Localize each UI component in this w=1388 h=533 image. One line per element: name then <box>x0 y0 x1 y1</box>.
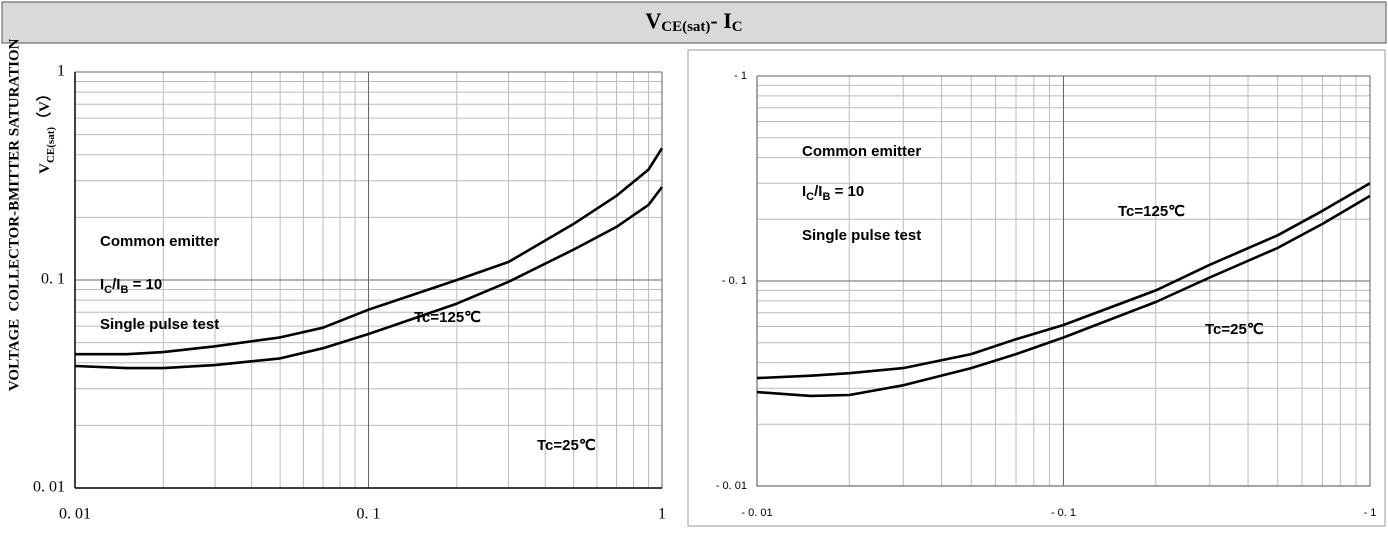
curve <box>756 194 1371 398</box>
annotation: Single pulse test <box>100 316 219 333</box>
annotation: Tc=125℃ <box>1118 203 1185 220</box>
annotation: Tc=25℃ <box>1205 321 1264 338</box>
subscript: C <box>732 19 743 35</box>
y-axis-label: COLLECTOR-BMITTER SATURATION <box>6 38 22 311</box>
subscript: CE(sat) <box>661 19 710 35</box>
text-part: I <box>802 183 806 200</box>
subscript: C <box>806 191 814 203</box>
text-part: /I <box>814 183 822 200</box>
curve <box>74 186 664 370</box>
title: VCE(sat)- IC <box>645 8 742 35</box>
x-tick-label: 1 <box>658 506 666 523</box>
x-tick-label: 0. 1 <box>357 506 381 523</box>
text-part: /I <box>112 276 120 293</box>
annotation: Single pulse test <box>802 227 921 244</box>
x-tick-label: - 0. 1 <box>1051 507 1076 519</box>
y-axis-label: VCE(sat)（V） <box>35 86 56 174</box>
subscript: B <box>120 284 128 296</box>
title-bar <box>1 1 1387 44</box>
x-tick-label: - 1 <box>1364 507 1377 519</box>
annotation: IC/IB = 10 <box>100 276 162 296</box>
chart-frame <box>687 49 1386 527</box>
y-tick-label: - 0. 1 <box>722 275 747 287</box>
text-part: = 10 <box>128 276 162 293</box>
y-tick-label: - 1 <box>734 70 747 82</box>
text-part: = 10 <box>830 183 864 200</box>
text-part: V <box>645 8 661 33</box>
y-axis-label: VOLTAGE <box>6 319 22 391</box>
annotation: IC/IB = 10 <box>802 183 864 203</box>
text-part: - I <box>710 8 731 33</box>
y-tick-label: 1 <box>57 63 65 80</box>
y-tick-label: 0. 1 <box>41 271 65 288</box>
text-part: （V） <box>35 86 53 127</box>
annotation: Common emitter <box>100 233 219 250</box>
curve <box>756 182 1371 380</box>
curve <box>75 147 664 356</box>
subscript: B <box>822 191 830 203</box>
annotation: Common emitter <box>802 143 921 160</box>
subscript: CE(sat) <box>45 127 57 163</box>
text-part: I <box>100 276 104 293</box>
annotation: Tc=125℃ <box>414 309 481 326</box>
x-tick-label: - 0. 01 <box>741 507 772 519</box>
y-tick-label: 0. 01 <box>33 479 65 496</box>
text-part: V <box>37 163 53 174</box>
subscript: C <box>104 284 112 296</box>
annotation: Tc=25℃ <box>537 437 596 454</box>
x-tick-label: 0. 01 <box>59 506 91 523</box>
y-tick-label: - 0. 01 <box>716 480 747 492</box>
